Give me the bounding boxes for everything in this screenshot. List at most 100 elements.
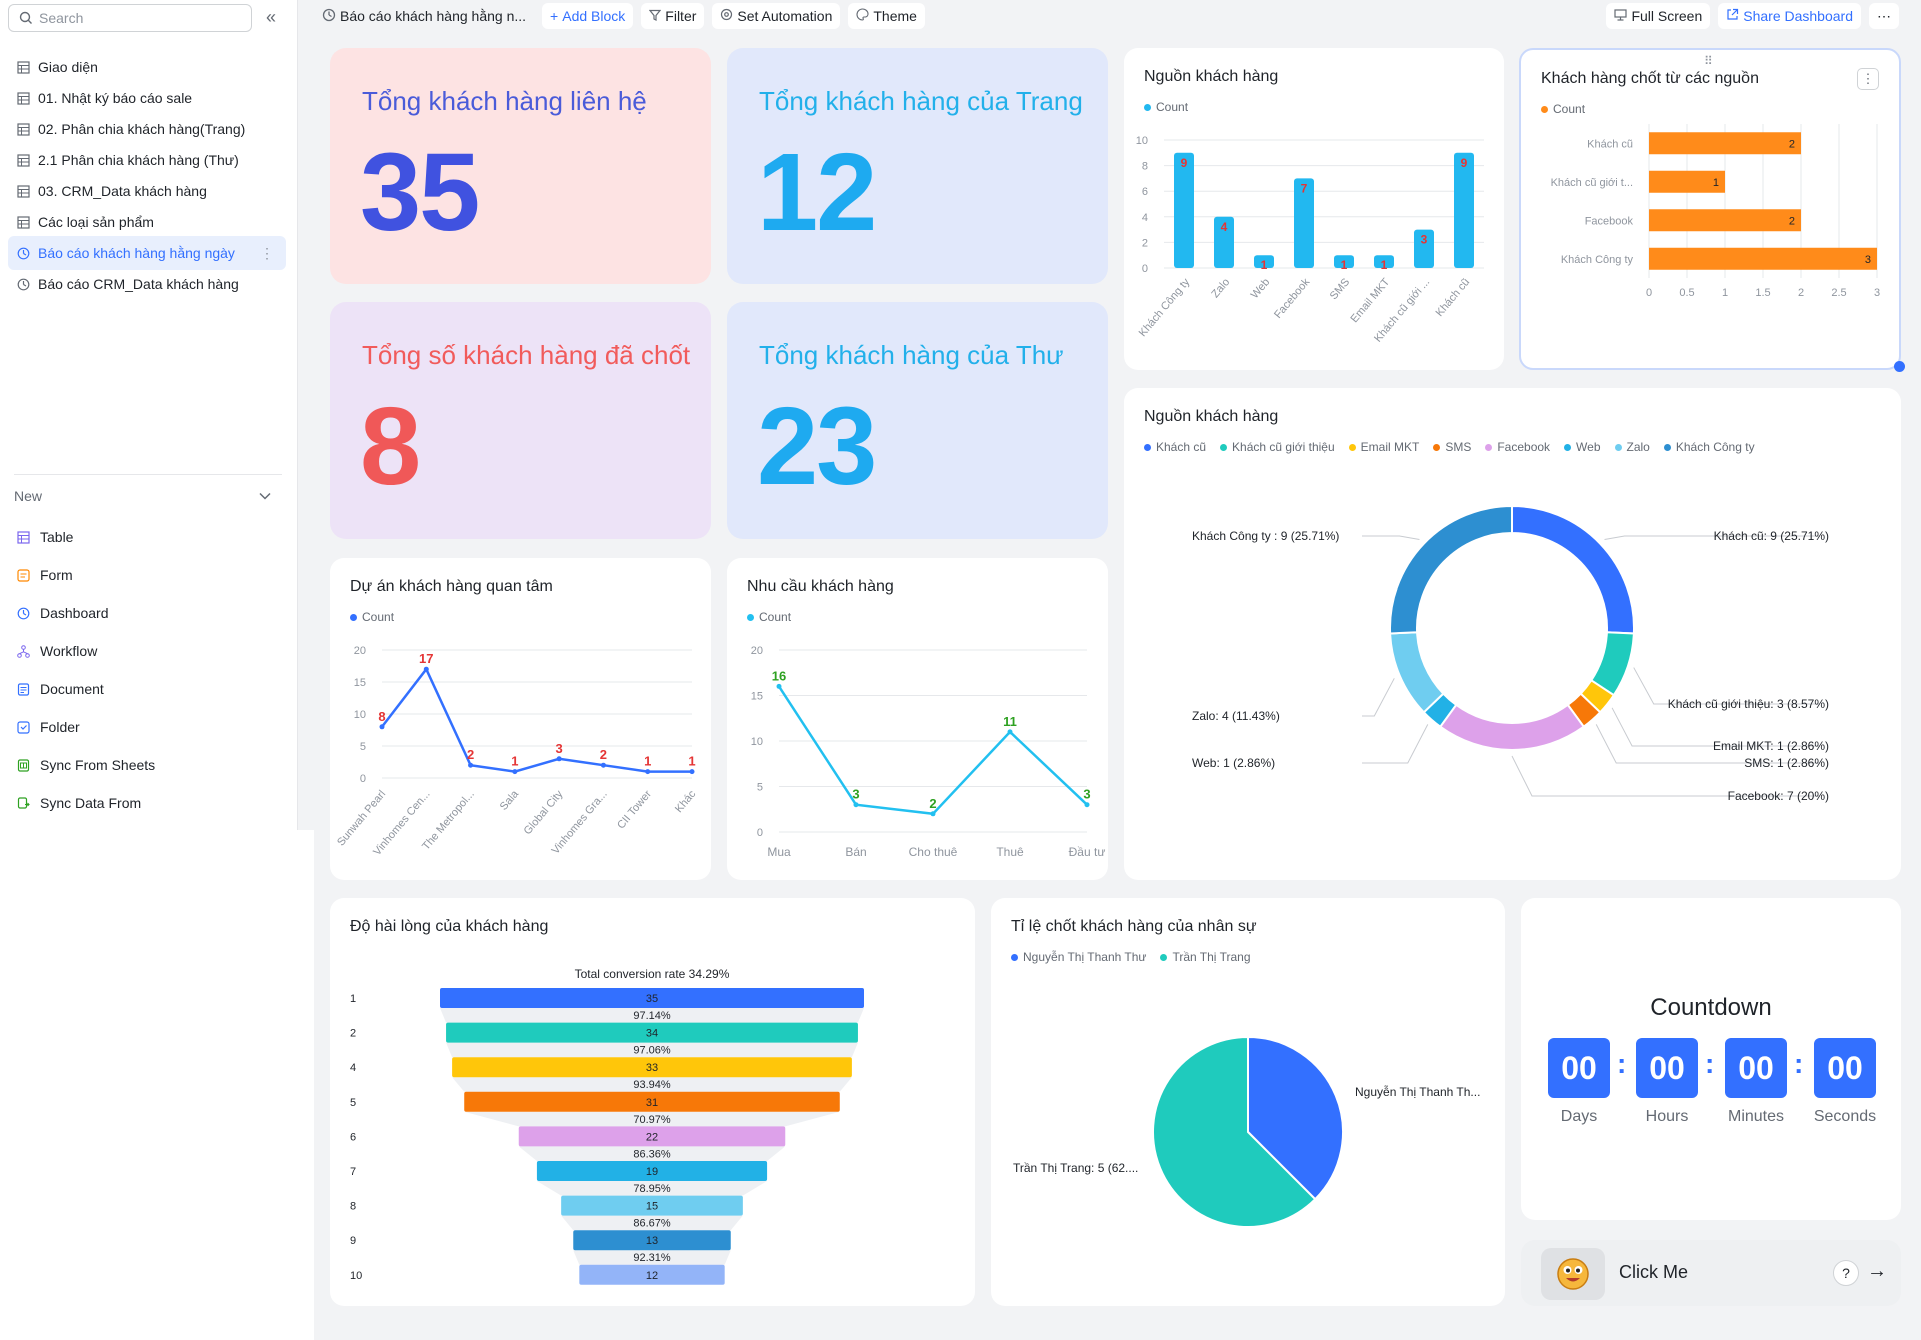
bar[interactable] [1649,170,1725,193]
card-pie-chart[interactable]: Tỉ lệ chốt khách hàng của nhân sự Nguyễn… [991,898,1505,1306]
sidebar-item[interactable]: 2.1 Phân chia khách hàng (Thư) [8,143,286,177]
bar[interactable] [1254,255,1274,268]
data-point[interactable] [645,769,651,775]
new-item[interactable]: Document [8,672,286,706]
resize-handle-icon[interactable] [1894,361,1905,372]
data-point[interactable] [930,811,936,817]
set-automation-button[interactable]: Set Automation [712,3,841,29]
donut-slice[interactable] [1511,504,1635,635]
donut-slice[interactable] [1389,631,1445,714]
sidebar-item[interactable]: 02. Phân chia khách hàng(Trang) [8,112,286,146]
sidebar-item[interactable]: Báo cáo khách hàng hằng ngày ⋮ [8,236,286,270]
series-line[interactable] [381,666,692,773]
new-item[interactable]: Sync Data From [8,786,286,820]
new-item[interactable]: Sync From Sheets [8,748,286,782]
full-screen-button[interactable]: Full Screen [1606,3,1711,29]
bar[interactable] [1649,247,1877,270]
dashboard-icon [16,246,30,260]
donut-slice[interactable] [1438,703,1586,751]
card-closed-bar-chart[interactable]: Khách hàng chốt từ các nguồn Count ⠿ ⋮ 0… [1519,48,1901,370]
data-point[interactable] [423,666,429,672]
arrow-right-icon[interactable]: → [1867,1260,1887,1282]
search-box[interactable] [8,4,252,32]
bar[interactable] [1414,229,1434,268]
data-point[interactable] [1084,802,1090,808]
new-item[interactable]: Folder [8,710,286,744]
click-me-card[interactable]: Click Me ? → [1521,1240,1901,1306]
data-point[interactable] [512,769,518,775]
card-countdown[interactable]: Countdown 00 00 00 00 : : : Days Hours M… [1521,898,1901,1220]
sidebar-item[interactable]: 03. CRM_Data khách hàng [8,174,286,208]
legend-item: Facebook [1485,440,1550,454]
data-point[interactable] [600,762,606,768]
data-point[interactable] [556,756,562,762]
sidebar-item[interactable]: Giao diện [8,50,286,84]
collapse-sidebar-icon[interactable]: « [266,7,277,27]
y-tick-label: 10 [1136,135,1148,147]
help-icon[interactable]: ? [1833,1260,1859,1286]
chart-title: Tỉ lệ chốt khách hàng của nhân sự [1011,918,1257,935]
funnel-bar[interactable] [446,1022,858,1043]
data-point[interactable] [379,724,385,730]
bar[interactable] [1214,216,1234,268]
new-item[interactable]: Dashboard [8,596,286,630]
x-tick-label: 1 [1722,287,1728,299]
funnel-bar[interactable] [518,1126,786,1147]
stat-card-closed-customers[interactable]: Tổng số khách hàng đã chốt 8 [330,302,711,539]
drag-handle-icon[interactable]: ⠿ [1704,54,1713,68]
more-options-button[interactable]: ⋯ [1869,3,1899,29]
legend-item: Nguyễn Thị Thanh Thư [1011,950,1146,964]
stat-card-trang-customers[interactable]: Tổng khách hàng của Trang 12 [727,48,1108,284]
sidebar-item[interactable]: Báo cáo CRM_Data khách hàng [8,267,286,301]
pie-slice[interactable] [1247,1035,1344,1201]
funnel-bar[interactable] [561,1195,743,1216]
donut-slice[interactable] [1389,504,1513,635]
bar[interactable] [1374,255,1394,268]
x-tick-label: SMS [1328,276,1353,302]
y-tick-label: 20 [751,645,763,657]
data-point[interactable] [1007,729,1013,735]
pie-slice[interactable] [1152,1035,1317,1228]
y-tick-label: 20 [354,645,366,657]
stat-card-total-contacts[interactable]: Tổng khách hàng liên hệ 35 [330,48,711,284]
dashboard-title[interactable]: Báo cáo khách hàng hằng n... [314,3,534,29]
series-line[interactable] [777,685,1088,816]
data-point[interactable] [853,802,859,808]
new-item[interactable]: Table [8,520,286,554]
funnel-bar[interactable] [440,988,864,1008]
card-needs-line-chart[interactable]: Nhu cầu khách hàng Count 0 5 10 15 20 16 Mua 3 B… [727,558,1108,880]
card-donut-chart[interactable]: Nguồn khách hàng Khách cũ Khách cũ giới t… [1124,388,1901,880]
theme-button[interactable]: Theme [848,3,925,29]
funnel-bar[interactable] [464,1091,840,1112]
bar[interactable] [1649,209,1801,232]
card-funnel-chart[interactable]: Độ hài lòng của khách hàng Total convers… [330,898,975,1306]
bar[interactable] [1174,152,1194,268]
card-source-bar-chart[interactable]: Nguồn khách hàng Count 0 2 4 6 8 10 9 Khách Côn… [1124,48,1504,370]
stat-card-thu-customers[interactable]: Tổng khách hàng của Thư 23 [727,302,1108,539]
funnel-bar[interactable] [452,1057,852,1078]
item-more-icon[interactable]: ⋮ [260,244,274,261]
card-project-line-chart[interactable]: Dự án khách hàng quan tâm Count 0 5 10 15 20… [330,558,711,880]
bar[interactable] [1454,152,1474,268]
data-point[interactable] [468,762,474,768]
data-point[interactable] [776,683,782,689]
search-input[interactable] [39,10,239,26]
funnel-bar[interactable] [573,1230,731,1251]
bar[interactable] [1294,178,1314,268]
data-point[interactable] [689,769,695,775]
bar[interactable] [1334,255,1354,268]
share-dashboard-button[interactable]: Share Dashboard [1718,3,1861,29]
funnel-bar[interactable] [579,1264,725,1285]
new-item[interactable]: Form [8,558,286,592]
x-tick-label: Bán [845,845,866,859]
new-item[interactable]: Workflow [8,634,286,668]
bar[interactable] [1649,132,1801,155]
sidebar-item[interactable]: Các loại sản phẩm [8,205,286,239]
new-section-header[interactable]: New [14,488,272,504]
card-menu-icon[interactable]: ⋮ [1857,68,1879,90]
filter-button[interactable]: Filter [641,3,705,29]
sidebar-item[interactable]: 01. Nhật ký báo cáo sale [8,81,286,115]
chart-legend: Count [1144,100,1202,114]
funnel-bar[interactable] [536,1161,768,1181]
add-block-button[interactable]: + Add Block [542,3,634,29]
